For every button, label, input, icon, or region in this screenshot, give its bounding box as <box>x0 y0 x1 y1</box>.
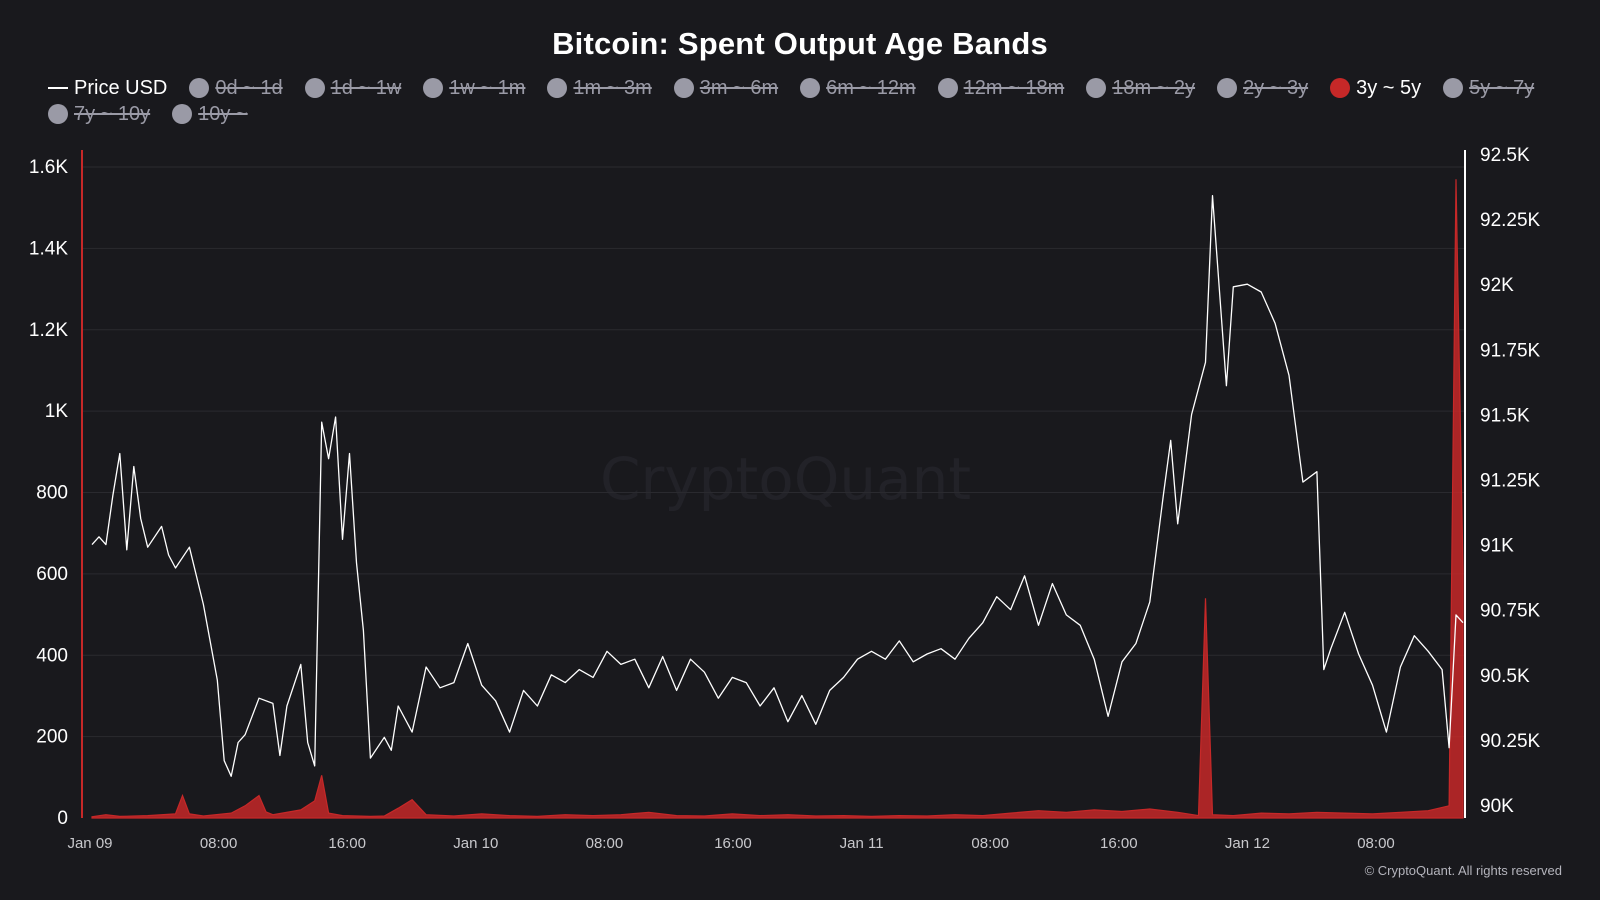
x-tick-label: Jan 11 <box>840 835 884 852</box>
y-right-tick-label: 91.25K <box>1480 470 1541 491</box>
legend-dot-swatch <box>937 78 958 98</box>
legend-item[interactable]: 18m ~ 2y <box>1086 75 1195 101</box>
y-right-tick-label: 92.5K <box>1480 145 1530 166</box>
x-tick-label: 16:00 <box>714 835 752 852</box>
series-area-3y-5y <box>91 179 1464 819</box>
y-left-tick-label: 0 <box>57 808 68 829</box>
legend-dot-swatch <box>1086 78 1107 98</box>
legend-item[interactable]: 0d ~ 1d <box>189 75 283 101</box>
legend-item[interactable]: 10y ~ <box>172 101 248 127</box>
y-right-tick-label: 92.25K <box>1480 210 1541 231</box>
y-left-tick-label: 1.4K <box>29 238 68 259</box>
copyright-text: © CryptoQuant. All rights reserved <box>1364 863 1562 878</box>
x-tick-label: 16:00 <box>328 835 366 852</box>
legend-label: 1w ~ 1m <box>449 77 526 99</box>
legend-dot-swatch <box>1443 78 1464 98</box>
legend-item[interactable]: 1d ~ 1w <box>304 75 402 101</box>
legend-dot-swatch <box>1217 78 1238 98</box>
legend-item[interactable]: 1w ~ 1m <box>423 75 525 101</box>
legend-item[interactable]: 6m ~ 12m <box>800 75 916 101</box>
legend-label: 1d ~ 1w <box>330 77 402 99</box>
legend-label: 10y ~ <box>198 103 248 125</box>
legend-line-swatch <box>48 87 68 89</box>
y-left-tick-label: 200 <box>36 727 68 748</box>
y-right-tick-label: 91K <box>1480 536 1514 557</box>
legend-label: 0d ~ 1d <box>215 77 283 99</box>
legend-item[interactable]: Price USD <box>48 75 167 101</box>
legend-item[interactable]: 5y ~ 7y <box>1443 75 1534 101</box>
y-left-tick-label: 800 <box>36 483 68 504</box>
y-right-tick-label: 90K <box>1480 796 1514 817</box>
legend-item[interactable]: 7y ~ 10y <box>48 101 150 127</box>
legend-dot-swatch <box>48 104 68 124</box>
x-tick-label: Jan 10 <box>453 835 498 852</box>
legend-dot-swatch <box>304 78 325 98</box>
y-left-tick-label: 600 <box>36 564 68 585</box>
x-tick-label: Jan 09 <box>67 835 112 852</box>
legend-label: 1m ~ 3m <box>573 77 652 99</box>
legend-item[interactable]: 3y ~ 5y <box>1330 75 1421 101</box>
watermark: CryptoQuant <box>600 445 972 513</box>
legend-label: 3m ~ 6m <box>699 77 779 99</box>
legend-dot-swatch <box>1330 78 1351 98</box>
chart-title: Bitcoin: Spent Output Age Bands <box>552 26 1048 61</box>
y-right-tick-label: 90.25K <box>1480 731 1541 752</box>
legend-label: 18m ~ 2y <box>1112 77 1196 99</box>
x-tick-label: 08:00 <box>1357 835 1395 852</box>
x-tick-label: 16:00 <box>1100 835 1138 852</box>
legend-item[interactable]: 3m ~ 6m <box>673 75 779 101</box>
legend-item[interactable]: 12m ~ 18m <box>937 75 1065 101</box>
y-right-tick-label: 91.5K <box>1480 405 1530 426</box>
legend-dot-swatch <box>800 78 821 98</box>
y-left-tick-label: 1.6K <box>29 157 68 178</box>
y-right-tick-label: 91.75K <box>1480 340 1541 361</box>
legend-dot-swatch <box>172 104 193 124</box>
y-right-tick-label: 92K <box>1480 275 1514 296</box>
legend-dot-swatch <box>547 78 568 98</box>
legend-label: 12m ~ 18m <box>963 77 1065 99</box>
legend-label: 5y ~ 7y <box>1469 77 1535 99</box>
y-left-tick-label: 1K <box>45 401 69 422</box>
legend-dot-swatch <box>189 78 210 98</box>
series-line-price-usd <box>91 195 1464 777</box>
y-left-tick-label: 1.2K <box>29 320 68 341</box>
legend: Price USD 0d ~ 1d 1d ~ 1w 1w ~ 1m 1m ~ 3m 3m … <box>48 75 1568 127</box>
legend-dot-swatch <box>423 78 444 98</box>
x-tick-label: Jan 12 <box>1225 835 1270 852</box>
x-tick-label: 08:00 <box>200 835 238 852</box>
legend-label: 3y ~ 5y <box>1356 77 1422 99</box>
legend-label: 7y ~ 10y <box>74 103 151 125</box>
legend-dot-swatch <box>673 78 694 98</box>
y-right-tick-label: 90.75K <box>1480 601 1541 622</box>
y-right-tick-label: 90.5K <box>1480 666 1530 687</box>
legend-item[interactable]: 2y ~ 3y <box>1217 75 1308 101</box>
legend-label: 6m ~ 12m <box>826 77 916 99</box>
x-tick-label: 08:00 <box>586 835 624 852</box>
x-tick-label: 08:00 <box>971 835 1009 852</box>
legend-label: 2y ~ 3y <box>1243 77 1309 99</box>
y-left-tick-label: 400 <box>36 645 68 666</box>
legend-item[interactable]: 1m ~ 3m <box>547 75 652 101</box>
legend-label: Price USD <box>74 77 168 99</box>
